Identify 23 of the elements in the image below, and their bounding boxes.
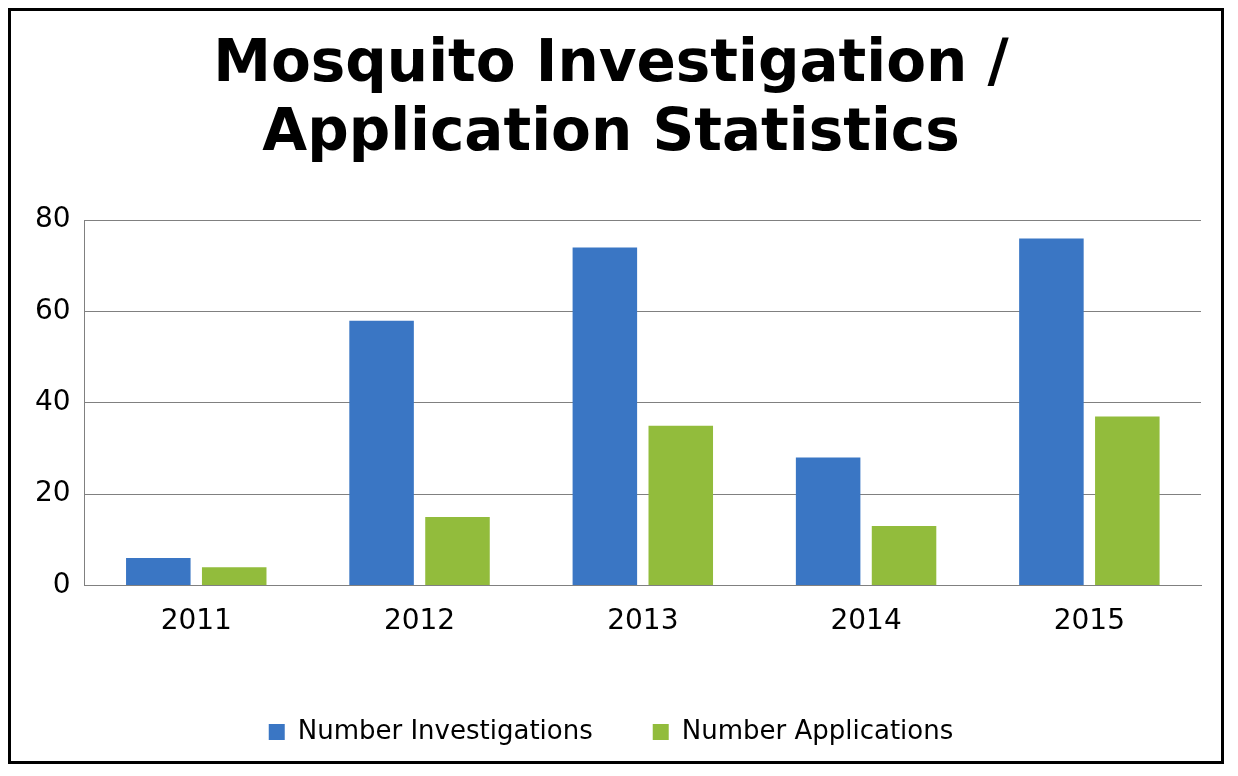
bar xyxy=(126,558,191,585)
bar xyxy=(648,425,714,585)
y-tick-label: 20 xyxy=(34,475,71,509)
y-tick-label: 0 xyxy=(52,566,71,600)
y-tick-label: 80 xyxy=(34,201,71,235)
y-tick-label: 60 xyxy=(34,292,71,326)
bar xyxy=(349,320,414,585)
x-tick-label: 2013 xyxy=(607,603,679,637)
bar xyxy=(572,247,638,585)
legend-label: Number Applications xyxy=(681,714,954,745)
x-tick-label: 2012 xyxy=(383,603,456,637)
x-tick-label: 2014 xyxy=(830,603,902,637)
bar xyxy=(795,457,861,585)
chart-title: Mosquito Investigation / Application Statistics xyxy=(213,26,1010,165)
bar xyxy=(425,516,490,585)
x-tick-label: 2015 xyxy=(1053,603,1125,637)
y-tick-label: 40 xyxy=(34,384,71,418)
bar xyxy=(871,526,937,585)
legend-label: Number Investigations xyxy=(297,714,593,745)
x-tick-label: 2011 xyxy=(160,603,232,637)
bar xyxy=(201,567,267,585)
bar xyxy=(1095,416,1160,585)
bar xyxy=(1019,238,1084,585)
